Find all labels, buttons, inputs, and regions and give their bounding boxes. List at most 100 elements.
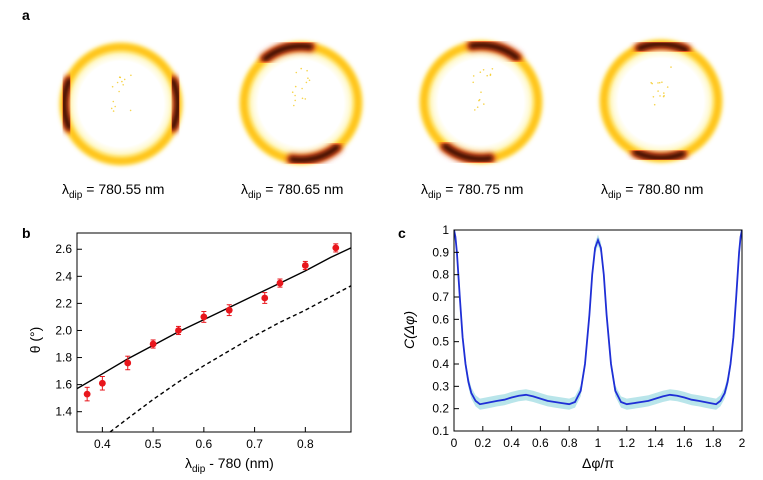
chart-b-point <box>83 390 91 398</box>
chart-b-point <box>98 379 106 387</box>
chart-b-ytick-label: 1.6 <box>55 378 72 392</box>
ring-speckle <box>129 109 132 112</box>
ring-image-2 <box>239 40 363 166</box>
ring-caption-3: λdip = 780.75 nm <box>421 181 523 201</box>
ring-speckle <box>130 74 132 77</box>
chart-c-xtick-label: 0.8 <box>561 436 578 450</box>
chart-b-ytick-label: 2.2 <box>55 296 72 310</box>
ring-glow <box>240 42 362 164</box>
ring-speckle <box>478 98 481 101</box>
ring-glow <box>600 40 722 162</box>
ring-lobe-1 <box>289 144 340 163</box>
ring-speckle <box>308 79 311 82</box>
ring-speckle <box>111 85 114 88</box>
ring-speckle <box>483 103 485 105</box>
ring-speckle <box>119 76 122 79</box>
chart-b-point <box>301 262 309 269</box>
chart-c-xtick-label: 0.6 <box>532 436 549 450</box>
chart-b-point <box>200 313 208 321</box>
ring-speckle <box>112 100 115 103</box>
ring-lobe-1 <box>442 143 493 162</box>
ring-caption-2: λdip = 780.65 nm <box>241 181 343 201</box>
ring-lobe-2 <box>469 42 520 61</box>
chart-c-xtick-label: 0.2 <box>474 436 491 450</box>
ring-lobe-2 <box>636 41 689 53</box>
ring-lobe-2 <box>262 43 313 62</box>
chart-c-line-correlation <box>454 230 742 406</box>
ring-speckle <box>122 84 124 86</box>
chart-b-line-theory-dashed <box>109 285 351 432</box>
ring-speckle <box>123 78 126 81</box>
ring-speckle <box>659 95 661 97</box>
ring-speckle <box>295 71 298 74</box>
ring-speckle <box>489 74 492 77</box>
ring-speckle <box>304 98 307 100</box>
chart-c-ytick-label: 0.9 <box>432 245 449 259</box>
ring-speckle <box>472 75 475 77</box>
chart-b-point <box>332 244 340 252</box>
ring-speckle <box>486 74 489 77</box>
panel-label-b: b <box>22 225 31 241</box>
ring-speckle <box>300 67 303 70</box>
ring-caption-4: λdip = 780.80 nm <box>601 181 703 201</box>
ring-captions: λdip = 780.55 nm λdip = 780.65 nm λdip =… <box>62 181 703 201</box>
chart-c-ytick-label: 0.3 <box>432 379 449 393</box>
ring-speckle <box>479 71 482 73</box>
ring-speckle <box>294 85 297 88</box>
chart-c-ytick-label: 1 <box>442 223 449 237</box>
chart-b-ytick-label: 2.6 <box>55 242 72 256</box>
chart-c-xtick-label: 1.6 <box>676 436 693 450</box>
chart-b-xtick-label: 0.6 <box>196 437 213 451</box>
ring-images <box>58 38 723 166</box>
chart-c-xtick-label: 1.8 <box>705 436 722 450</box>
chart-b-point <box>175 327 182 334</box>
chart-b-ytick-label: 2.4 <box>55 269 72 283</box>
ring-speckle <box>291 91 294 93</box>
chart-c-ytick-label: 0.6 <box>432 312 449 326</box>
chart-c-ylabel: C(Δφ) <box>401 311 417 349</box>
ring-speckle <box>112 110 115 112</box>
panel-label-a: a <box>22 7 30 23</box>
chart-b-xlabel: λdip - 780 (nm) <box>185 455 274 475</box>
ring-speckle <box>114 105 116 108</box>
chart-b-point <box>225 306 233 314</box>
ring-speckle <box>301 97 304 100</box>
chart-b-point <box>124 359 132 367</box>
ring-speckle <box>476 106 479 108</box>
ring-lobe-1 <box>633 149 686 161</box>
ring-speckle <box>482 69 485 71</box>
chart-c-xlabel: Δφ/π <box>582 455 614 471</box>
chart-c-ytick-label: 0.5 <box>432 335 449 349</box>
chart-c-ytick-label: 0.7 <box>432 290 449 304</box>
ring-speckle <box>307 77 309 79</box>
ring-lobe-2 <box>61 77 72 131</box>
ring-speckle <box>657 82 659 84</box>
chart-c: 0 0.2 0.4 0.6 0.8 1 1.2 1.4 1.6 1.8 2 0.1 0.2 0.3 0.4 0… <box>432 223 745 450</box>
chart-c-ytick-label: 0.4 <box>432 357 449 371</box>
ring-speckle <box>306 69 308 72</box>
ring-speckle <box>670 66 672 68</box>
ring-speckle <box>301 87 303 90</box>
chart-c-ytick-label: 0.8 <box>432 268 449 282</box>
ring-speckle <box>305 81 308 84</box>
chart-c-xtick-label: 1.2 <box>618 436 635 450</box>
ring-speckle <box>294 94 296 97</box>
ring-speckle <box>116 81 119 84</box>
chart-c-ytick-label: 0.2 <box>432 402 449 416</box>
chart-b-ytick-label: 1.8 <box>55 351 72 365</box>
chart-c-xtick-label: 0.4 <box>503 436 520 450</box>
chart-b-ylabel: θ (°) <box>27 327 43 354</box>
chart-b-point <box>149 340 157 348</box>
ring-image-3 <box>419 39 543 165</box>
ring-speckle <box>121 80 123 83</box>
ring-speckle <box>474 109 476 111</box>
ring-caption-1: λdip = 780.55 nm <box>62 181 164 201</box>
chart-b-point <box>261 294 269 302</box>
ring-speckle <box>663 92 665 94</box>
chart-c-uncertainty-band <box>454 230 742 410</box>
chart-c-xtick-label: 2 <box>739 436 746 450</box>
chart-b-xtick-label: 0.5 <box>145 437 162 451</box>
chart-b-point <box>276 279 284 287</box>
chart-b-frame <box>76 232 352 433</box>
